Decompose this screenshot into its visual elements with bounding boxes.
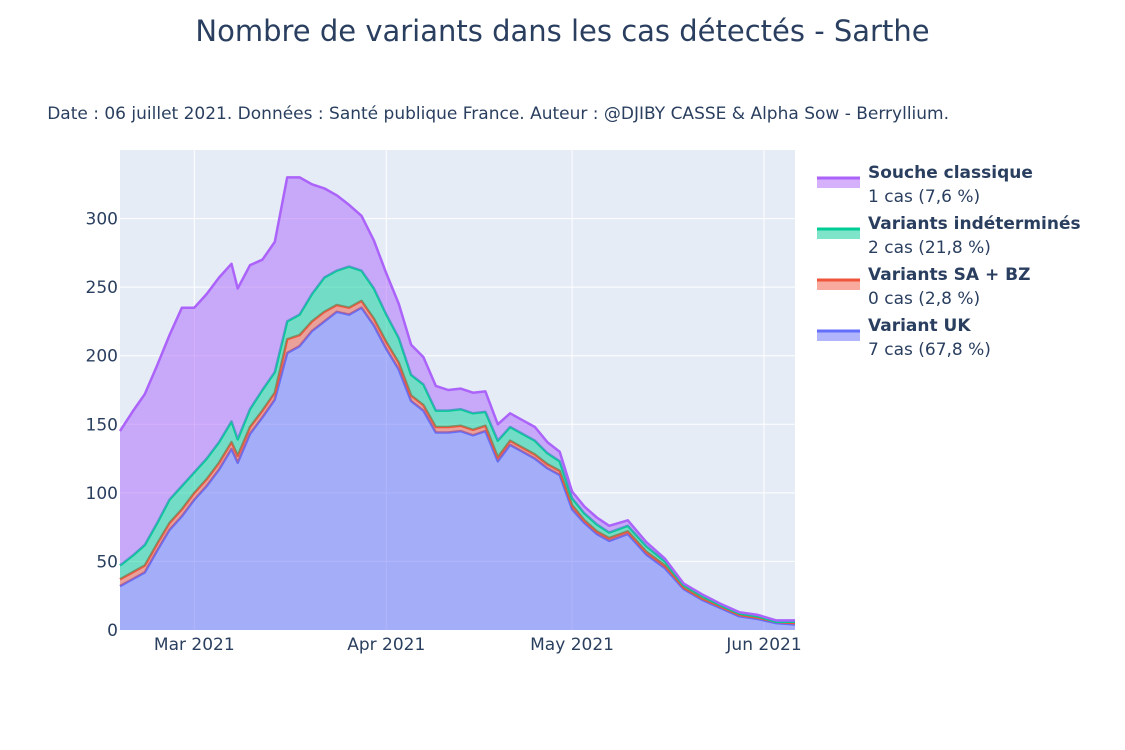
legend-swatch [817, 229, 860, 239]
legend-detail: 0 cas (2,8 %) [868, 289, 980, 309]
legend-detail: 7 cas (67,8 %) [868, 340, 991, 360]
legend-detail: 2 cas (21,8 %) [868, 238, 991, 258]
area-variant-uk [120, 307, 795, 630]
legend-item[interactable]: Variants indéterminés 2 cas (21,8 %) [817, 214, 1081, 258]
legend-name: Variants SA + BZ [868, 265, 1030, 285]
legend-swatch [817, 178, 860, 188]
legend-swatch [817, 331, 860, 341]
y-tick-label: 150 [86, 415, 118, 435]
legend-name: Variant UK [868, 316, 971, 336]
legend-detail: 1 cas (7,6 %) [868, 187, 980, 207]
legend-swatch [817, 280, 860, 290]
legend-name: Variants indéterminés [868, 214, 1081, 234]
chart-title: Nombre de variants dans les cas détectés… [195, 14, 930, 48]
x-tick-label: Mar 2021 [154, 635, 235, 655]
legend-item[interactable]: Variant UK 7 cas (67,8 %) [817, 316, 991, 360]
chart-subtitle-wrap: Date : 06 juillet 2021. Données : Santé … [0, 104, 1125, 130]
y-axis: 0 50 100 150 200 250 300 [86, 210, 118, 641]
area-souche-classique [120, 177, 795, 622]
x-tick-label: May 2021 [530, 635, 614, 655]
x-tick-label: Apr 2021 [347, 635, 425, 655]
y-tick-label: 100 [86, 484, 118, 504]
x-axis: Mar 2021 Apr 2021 May 2021 Jun 2021 [154, 635, 802, 655]
legend-item[interactable]: Variants SA + BZ 0 cas (2,8 %) [817, 265, 1030, 309]
y-tick-label: 0 [107, 621, 118, 641]
chart-subtitle: Date : 06 juillet 2021. Données : Santé … [47, 104, 949, 124]
areas [118, 176, 796, 630]
line-souche-classique [118, 176, 795, 622]
x-tick-label: Jun 2021 [725, 635, 801, 655]
y-tick-label: 50 [96, 552, 118, 572]
legend-name: Souche classique [868, 163, 1033, 183]
legend-item[interactable]: Souche classique 1 cas (7,6 %) [817, 163, 1033, 207]
y-tick-label: 300 [86, 210, 118, 230]
legend[interactable]: Souche classique 1 cas (7,6 %) Variants in… [817, 163, 1081, 360]
y-tick-label: 250 [86, 278, 118, 298]
y-tick-label: 200 [86, 347, 118, 367]
